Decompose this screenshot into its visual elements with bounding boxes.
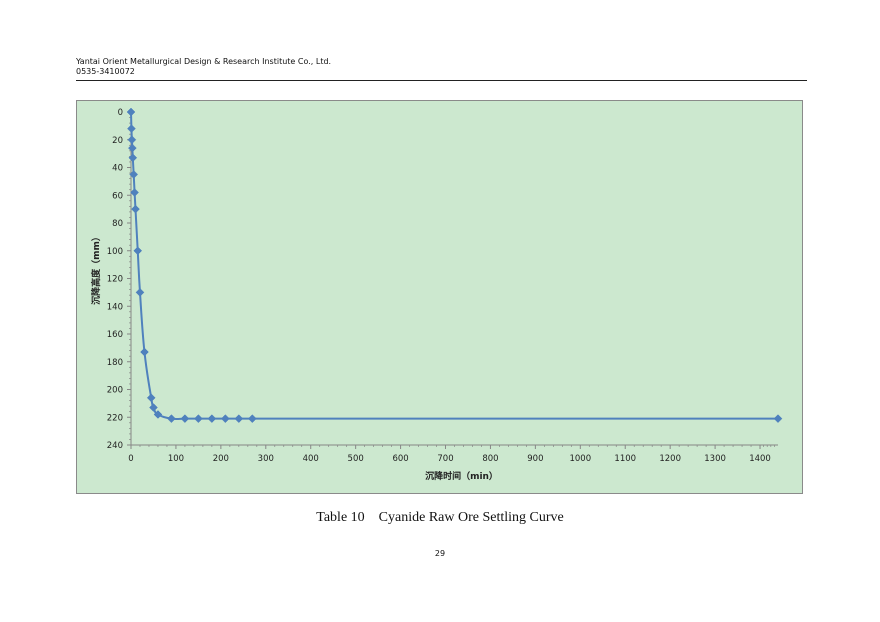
data-point-marker	[207, 414, 217, 423]
y-tick-label: 240	[107, 441, 123, 451]
x-tick-label: 900	[527, 454, 543, 464]
x-tick-label: 600	[392, 454, 408, 464]
y-tick-label: 0	[118, 108, 123, 118]
data-point-marker	[167, 414, 176, 423]
y-tick-label: 160	[107, 330, 123, 340]
y-tick-label: 140	[107, 302, 123, 312]
phone-number: 0535-3410072	[76, 67, 135, 76]
y-tick-label: 60	[112, 191, 123, 201]
x-tick-label: 300	[258, 454, 274, 464]
page-header: Yantai Orient Metallurgical Design & Res…	[76, 57, 807, 77]
data-point-marker	[180, 414, 190, 423]
company-name: Yantai Orient Metallurgical Design & Res…	[76, 57, 332, 66]
data-point-marker	[127, 143, 137, 153]
data-point-marker	[773, 414, 783, 423]
data-point-marker	[146, 393, 156, 403]
figure-caption: Table 10 Cyanide Raw Ore Settling Curve	[316, 510, 564, 525]
x-tick-label: 700	[437, 454, 453, 464]
y-tick-label: 120	[107, 275, 123, 285]
x-tick-label: 200	[213, 454, 229, 464]
data-point-marker	[127, 124, 136, 134]
data-point-marker	[131, 204, 140, 214]
x-tick-label: 0	[128, 454, 133, 464]
data-point-marker	[234, 414, 244, 423]
y-tick-label: 200	[107, 386, 123, 396]
header-divider	[76, 80, 807, 81]
x-tick-label: 500	[348, 454, 364, 464]
y-tick-label: 20	[112, 136, 123, 146]
x-tick-label: 1000	[569, 454, 591, 464]
y-tick-label: 100	[107, 247, 123, 257]
x-tick-label: 400	[303, 454, 319, 464]
data-point-marker	[194, 414, 203, 423]
data-point-marker	[130, 188, 139, 197]
page-number: 29	[434, 549, 446, 558]
data-point-marker	[153, 410, 163, 419]
x-tick-label: 100	[168, 454, 184, 464]
data-point-marker	[128, 153, 138, 163]
data-point-marker	[127, 135, 137, 145]
y-axis-title: 沉降高度（mm）	[90, 232, 102, 305]
x-axis-title: 沉降时间（min）	[425, 470, 498, 482]
y-tick-label: 80	[112, 219, 123, 229]
data-point-marker	[221, 414, 230, 423]
y-tick-label: 180	[107, 358, 123, 368]
data-point-marker	[133, 246, 143, 256]
settling-curve-chart: 0 20 40 60 80 100 120 140 160 180 200 220 240 0 100 200…	[90, 107, 783, 482]
chart-area: 0 20 40 60 80 100 120 140 160 180 200 220 240 0 100 200…	[76, 100, 803, 494]
y-tick-label: 40	[112, 164, 123, 174]
x-tick-label: 800	[482, 454, 498, 464]
data-point-marker	[247, 414, 257, 423]
data-point-marker	[126, 107, 136, 117]
data-point-marker	[129, 170, 139, 179]
x-tick-label: 1100	[614, 454, 636, 464]
data-point-marker	[140, 347, 149, 357]
data-point-marker	[149, 403, 158, 412]
x-tick-label: 1400	[749, 454, 771, 464]
y-tick-label: 220	[107, 413, 123, 423]
series-line	[130, 111, 778, 421]
data-point-marker	[135, 288, 145, 297]
x-tick-label: 1300	[704, 454, 726, 464]
x-tick-label: 1200	[659, 454, 681, 464]
